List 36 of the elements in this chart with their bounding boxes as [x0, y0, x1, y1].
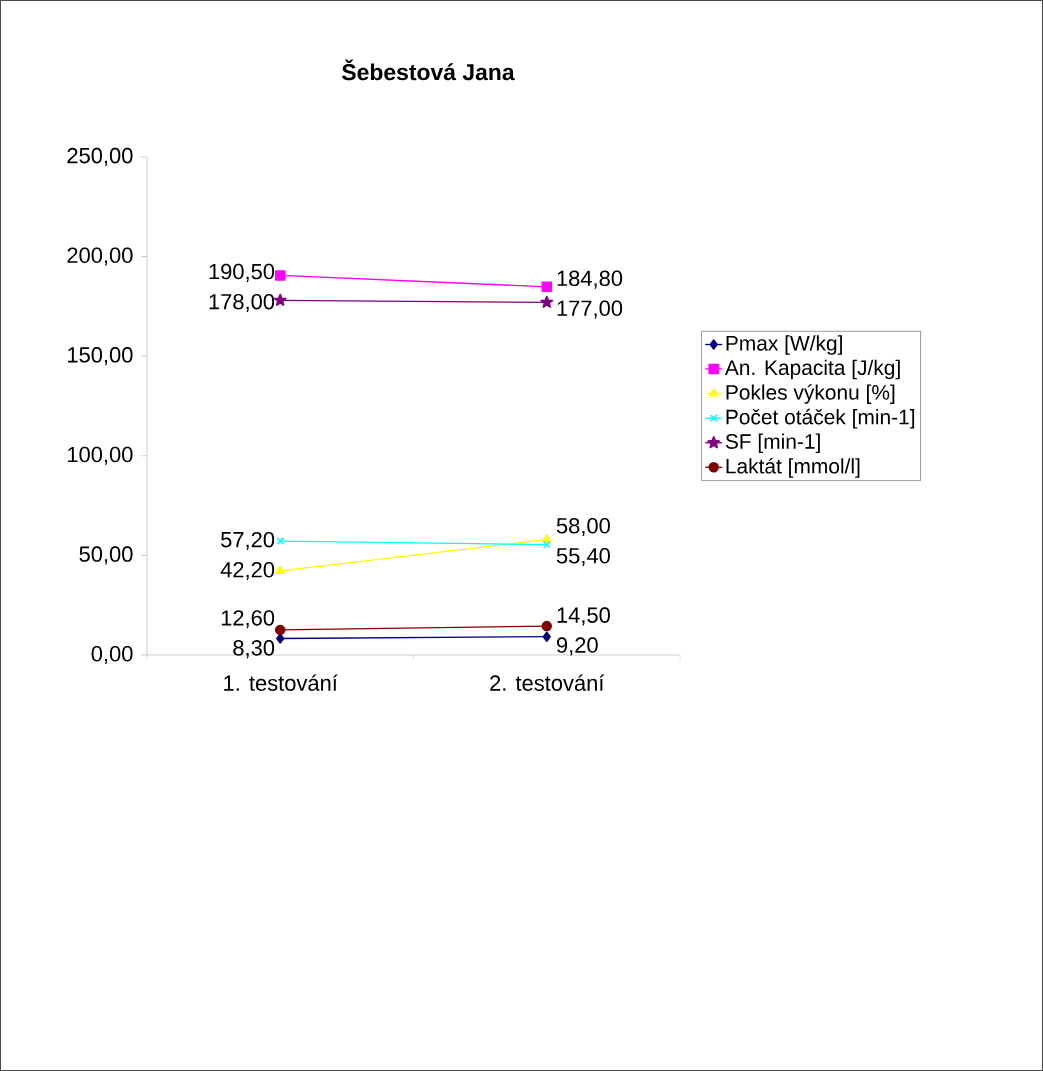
y-tick-label: 200,00 — [67, 247, 133, 266]
point — [276, 537, 285, 545]
data-label: 42,20 — [220, 561, 275, 581]
y-tick-label: 250,00 — [67, 147, 133, 166]
legend-label: SF [min-1] — [725, 433, 820, 454]
data-label: 9,20 — [556, 637, 598, 656]
point — [276, 633, 285, 644]
x-tick-label: 1. testování — [224, 674, 338, 691]
point — [274, 624, 286, 636]
y-tick-label: 100,00 — [68, 446, 133, 465]
data-label: 8,30 — [233, 640, 275, 659]
data-label: 14,50 — [557, 607, 610, 626]
legend-label: Pmax [W/kg] — [726, 335, 842, 355]
point — [541, 281, 553, 293]
data-label: 57,20 — [221, 531, 275, 550]
data-label: 178,00 — [209, 293, 275, 313]
data-label: 177,00 — [557, 300, 623, 319]
y-tick-label: 50,00 — [79, 546, 133, 565]
legend-label: Pokles výkonu [%] — [726, 384, 895, 404]
data-label: 12,60 — [221, 610, 275, 629]
y-tick-label: 0,00 — [91, 645, 133, 665]
data-label: 58,00 — [556, 517, 610, 537]
legend-label: Laktát [mmol/l] — [726, 457, 860, 478]
point — [541, 620, 553, 632]
x-tick-label: 2. testování — [490, 674, 605, 691]
data-label: 55,40 — [556, 547, 610, 567]
point — [542, 631, 551, 642]
point — [540, 295, 554, 308]
y-tick-label: 150,00 — [68, 347, 133, 366]
legend-label: Počet otáček [min-1] — [726, 408, 915, 429]
data-label: 184,80 — [557, 270, 623, 289]
point — [274, 270, 286, 281]
point — [273, 293, 287, 306]
chart-title: Šebestová Jana — [342, 59, 515, 81]
data-label: 190,50 — [209, 263, 275, 282]
legend-label: An. Kapacita [J/kg] — [724, 359, 900, 380]
